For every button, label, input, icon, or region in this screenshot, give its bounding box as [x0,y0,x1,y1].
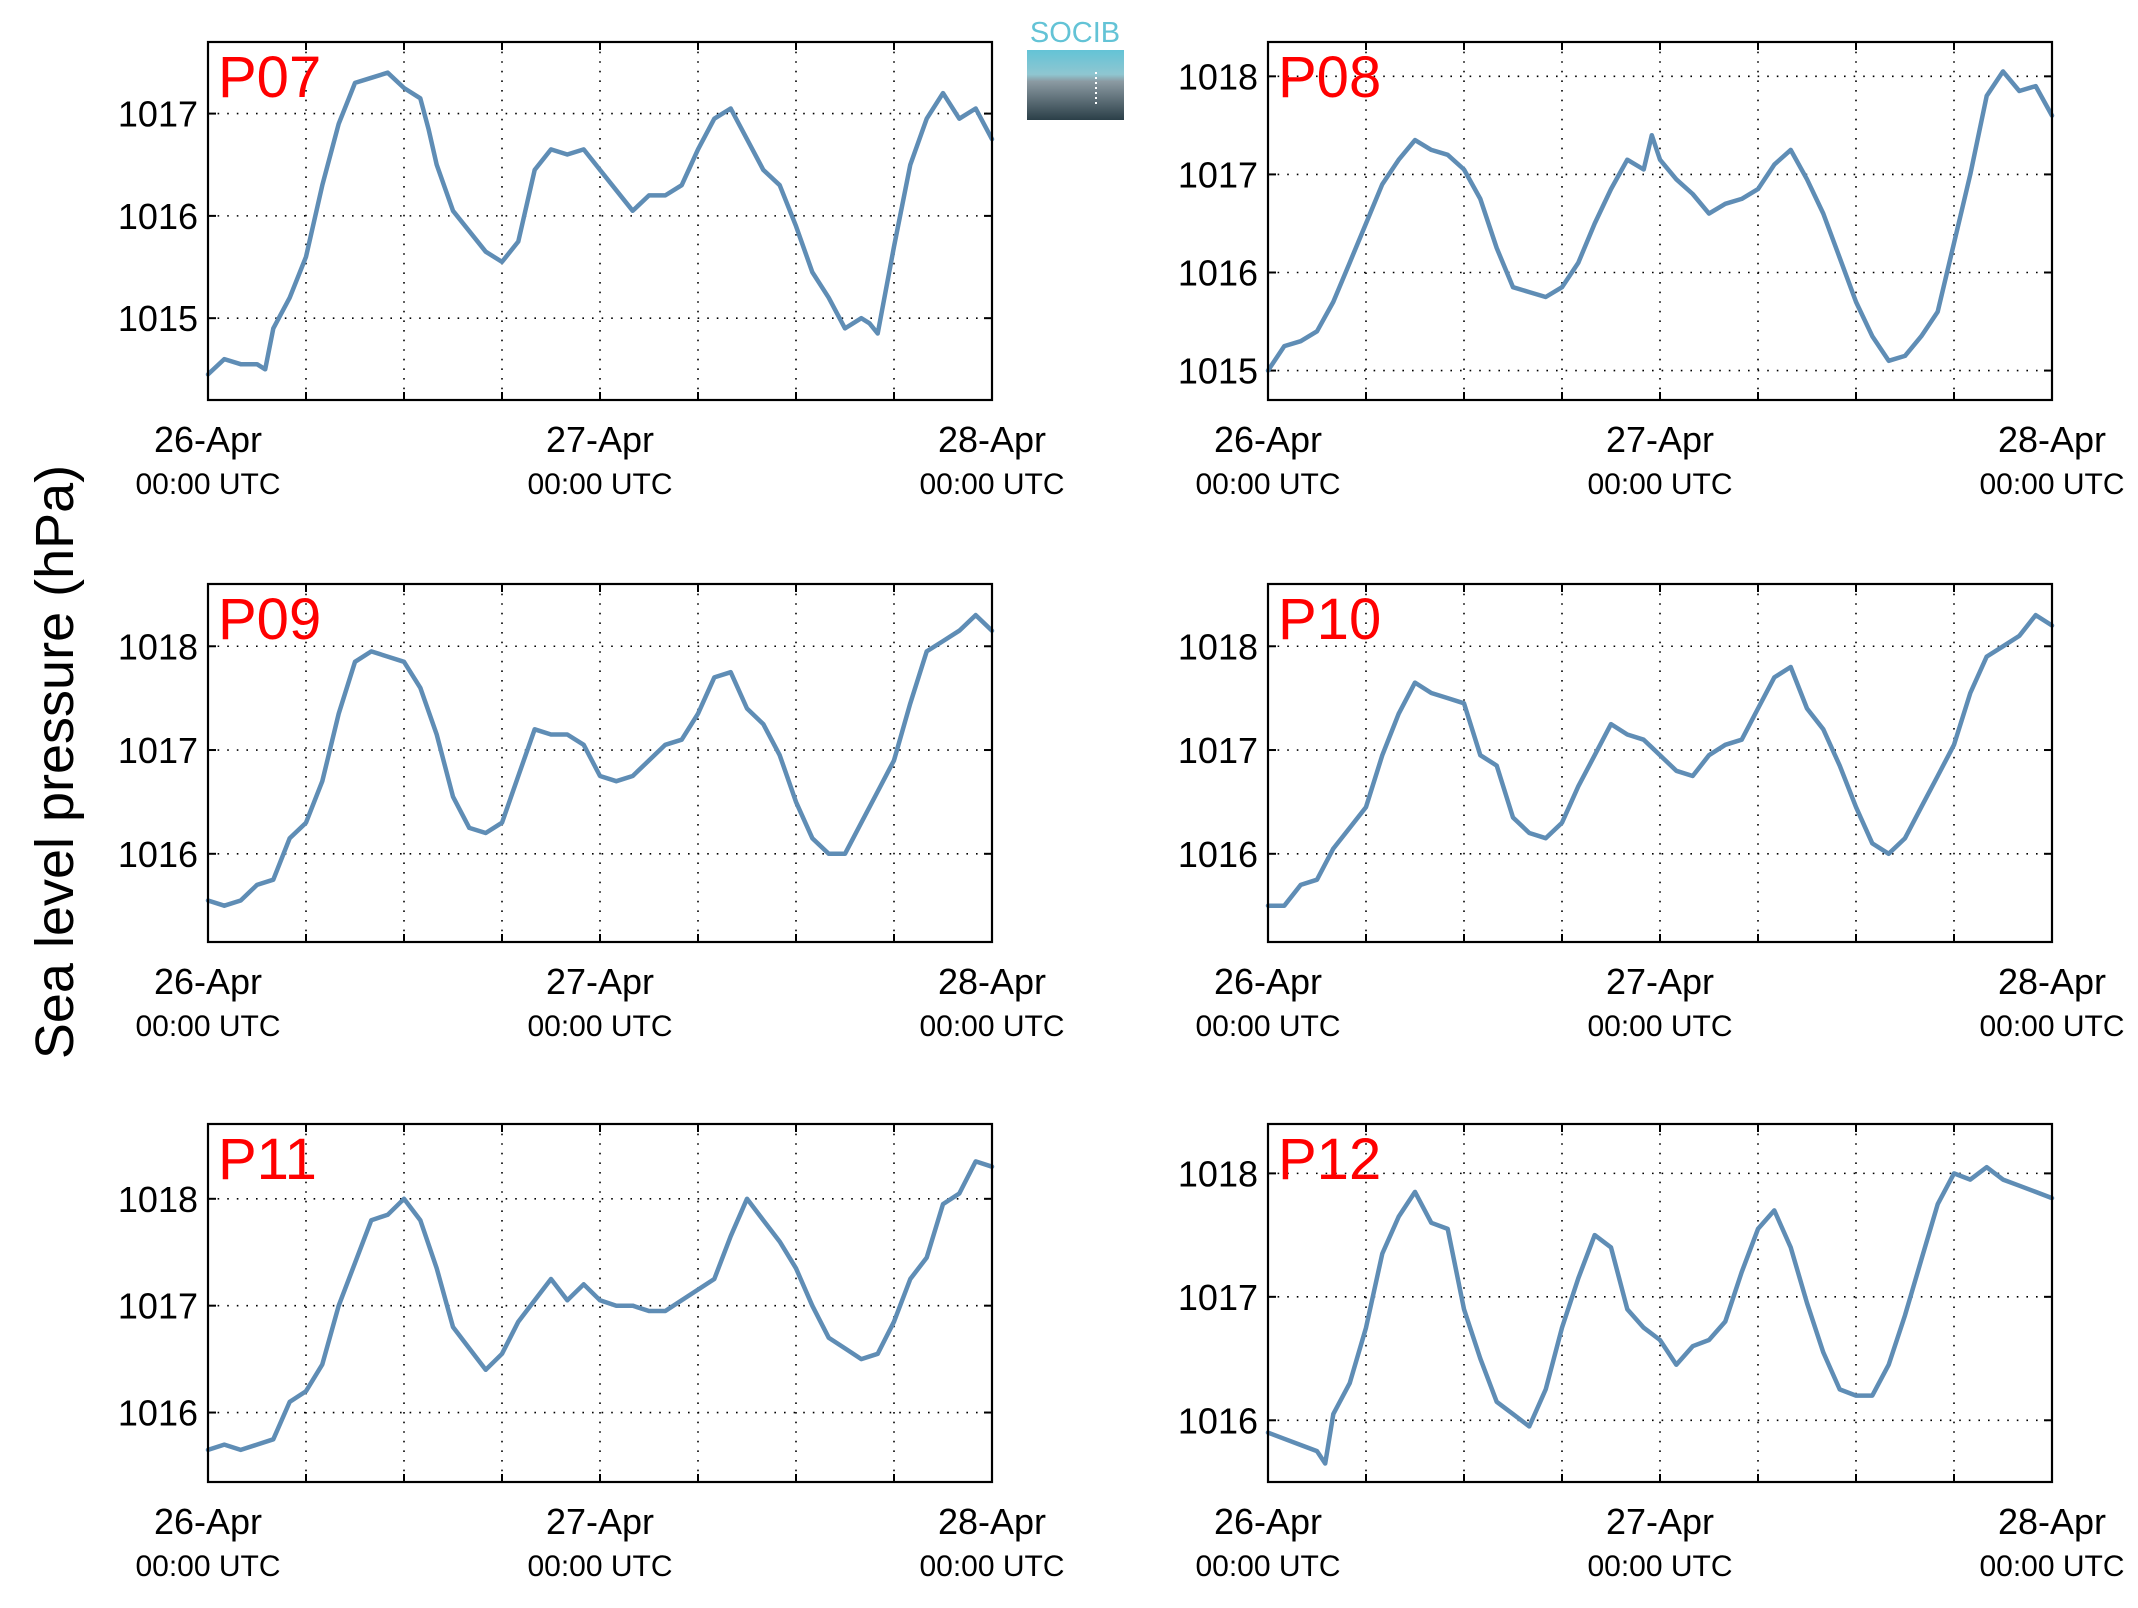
panels: 1015 1016 1017 P07 26-Apr 00:00 UTC 27-Apr 00:0… [118,40,2125,1583]
x-tick-date-label: 27-Apr [546,961,654,1002]
x-tick-time-label: 00:00 UTC [1195,1010,1340,1043]
x-tick-time-label: 00:00 UTC [527,1550,672,1583]
panel-label: P10 [1278,587,1381,652]
x-tick-time-label: 00:00 UTC [919,1010,1064,1043]
x-tick-date-label: 28-Apr [1998,961,2106,1002]
x-tick-date-label: 27-Apr [1606,961,1714,1002]
x-tick-date-label: 27-Apr [546,419,654,460]
chart-panel-p11: 1016 1017 1018 P11 26-Apr 00:00 UTC 27-Apr 00:0… [118,1122,1065,1583]
panel-label: P07 [218,45,321,110]
chart-panel-p12: 1016 1017 1018 P12 26-Apr 00:00 UTC 27-Apr 00:0… [1178,1122,2125,1583]
x-tick-time-label: 00:00 UTC [135,1550,280,1583]
x-tick-time-label: 00:00 UTC [135,1010,280,1043]
panel-label: P12 [1278,1127,1381,1192]
chart-panel-p07: 1015 1016 1017 P07 26-Apr 00:00 UTC 27-Apr 00:0… [118,40,1065,501]
plot-frame [206,40,994,402]
y-tick-label: 1017 [118,1286,198,1327]
x-tick-time-label: 00:00 UTC [1979,1550,2124,1583]
x-tick-date-label: 26-Apr [1214,1501,1322,1542]
x-tick-date-label: 27-Apr [1606,419,1714,460]
y-tick-label: 1018 [118,626,198,667]
y-tick-label: 1015 [1178,351,1258,392]
pressure-series-line [1265,69,2055,373]
x-tick-date-label: 27-Apr [1606,1501,1714,1542]
y-tick-label: 1015 [118,298,198,339]
panel-label: P09 [218,587,321,652]
chart-panel-p09: 1016 1017 1018 P09 26-Apr 00:00 UTC 27-Apr 00:0… [118,582,1065,1043]
plot-frame [206,1122,994,1484]
plot-frame [206,582,994,944]
pressure-series-line [205,1159,995,1453]
y-tick-label: 1018 [1178,56,1258,97]
x-tick-date-label: 26-Apr [1214,961,1322,1002]
pressure-series-line [205,612,995,908]
y-tick-label: 1017 [1178,154,1258,195]
x-tick-date-label: 26-Apr [1214,419,1322,460]
y-tick-label: 1016 [118,196,198,237]
x-tick-time-label: 00:00 UTC [1979,468,2124,501]
plot-frame [1266,40,2054,402]
y-tick-label: 1017 [118,94,198,135]
x-tick-time-label: 00:00 UTC [919,1550,1064,1583]
x-tick-date-label: 26-Apr [154,1501,262,1542]
y-tick-label: 1016 [118,1393,198,1434]
x-tick-date-label: 27-Apr [546,1501,654,1542]
plot-frame [1266,1122,2054,1484]
chart-panel-p10: 1016 1017 1018 P10 26-Apr 00:00 UTC 27-Apr 00:0… [1178,582,2125,1043]
x-tick-date-label: 26-Apr [154,419,262,460]
pressure-series-line [205,70,995,377]
x-tick-time-label: 00:00 UTC [919,468,1064,501]
x-tick-time-label: 00:00 UTC [1195,1550,1340,1583]
x-tick-date-label: 28-Apr [938,419,1046,460]
x-tick-time-label: 00:00 UTC [1587,1550,1732,1583]
plot-frame [1266,582,2054,944]
x-tick-date-label: 28-Apr [1998,1501,2106,1542]
panel-label: P08 [1278,45,1381,110]
y-tick-label: 1016 [118,834,198,875]
y-tick-label: 1018 [1178,1153,1258,1194]
y-tick-label: 1017 [1178,1277,1258,1318]
panel-label: P11 [218,1127,317,1192]
pressure-series-line [1265,1164,2055,1466]
logo-text: SOCIB [1030,17,1120,49]
x-tick-date-label: 28-Apr [938,961,1046,1002]
x-tick-time-label: 00:00 UTC [527,1010,672,1043]
pressure-series-line [1265,612,2055,908]
y-tick-label: 1017 [1178,730,1258,771]
x-tick-time-label: 00:00 UTC [1587,1010,1732,1043]
x-tick-time-label: 00:00 UTC [135,468,280,501]
socib-logo: SOCIB [1027,17,1124,120]
x-tick-time-label: 00:00 UTC [1979,1010,2124,1043]
y-tick-label: 1018 [118,1179,198,1220]
y-tick-label: 1018 [1178,626,1258,667]
x-tick-date-label: 28-Apr [938,1501,1046,1542]
x-tick-date-label: 28-Apr [1998,419,2106,460]
x-tick-time-label: 00:00 UTC [1587,468,1732,501]
chart-panel-p08: 1015 1016 1017 1018 P08 26-Apr 00:00 UTC 27-Apr… [1178,40,2125,501]
y-tick-label: 1017 [118,730,198,771]
x-tick-time-label: 00:00 UTC [1195,468,1340,501]
x-tick-date-label: 26-Apr [154,961,262,1002]
logo-block [1027,50,1124,120]
y-tick-label: 1016 [1178,834,1258,875]
y-tick-label: 1016 [1178,1400,1258,1441]
y-tick-label: 1016 [1178,252,1258,293]
x-tick-time-label: 00:00 UTC [527,468,672,501]
y-axis-label: Sea level pressure (hPa) [25,465,85,1059]
